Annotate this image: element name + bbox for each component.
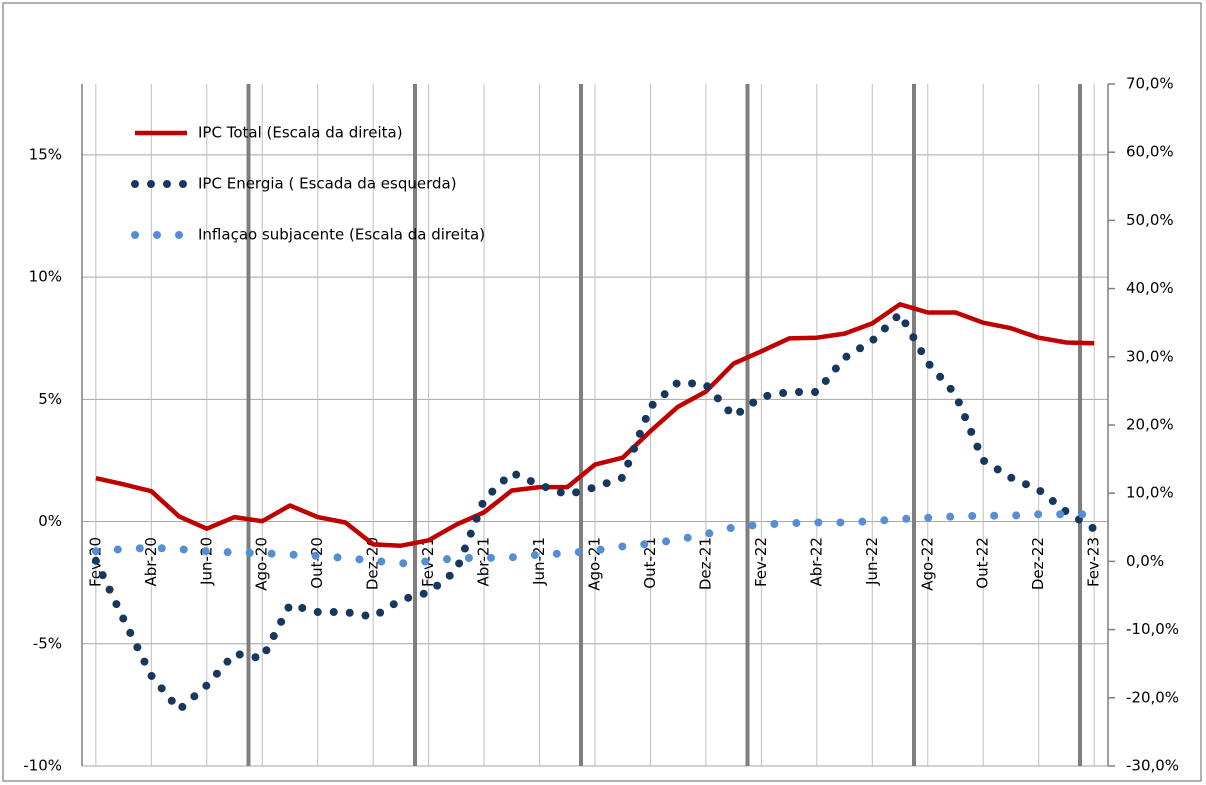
x-tick-label: Jun-20 xyxy=(197,537,215,586)
y-tick-label: 5% xyxy=(38,390,62,408)
y2-tick-label: 20,0% xyxy=(1126,416,1174,434)
y2-tick-label: 30,0% xyxy=(1126,347,1174,365)
y2-tick-label: 70,0% xyxy=(1126,75,1174,93)
x-tick-label: Dez-21 xyxy=(696,537,714,590)
x-tick-label: Abr-21 xyxy=(475,537,493,587)
x-tick-label: Out-20 xyxy=(308,537,326,589)
series-line xyxy=(91,510,1099,568)
y2-tick-label: -10,0% xyxy=(1126,620,1179,638)
x-tick-label: Out-21 xyxy=(641,537,659,589)
x-tick-label: Fev-22 xyxy=(752,537,770,587)
legend-label: IPC Total (Escala da direita) xyxy=(198,124,403,142)
y-tick-label: -10% xyxy=(23,757,62,775)
y2-tick-label: 60,0% xyxy=(1126,143,1174,161)
y2-tick-label: 0,0% xyxy=(1126,552,1164,570)
x-tick-label: Dez-22 xyxy=(1029,537,1047,590)
x-tick-label: Ago-22 xyxy=(918,537,936,591)
y2-tick-label: 50,0% xyxy=(1126,211,1174,229)
series-line xyxy=(91,307,1099,716)
y2-tick-label: 10,0% xyxy=(1126,484,1174,502)
y2-tick-label: 40,0% xyxy=(1126,279,1174,297)
x-tick-label: Jun-22 xyxy=(863,537,881,586)
series-line xyxy=(95,302,1095,548)
period-separators xyxy=(246,84,1082,766)
y2-tick-label: -20,0% xyxy=(1126,688,1179,706)
x-tick-label: Abr-22 xyxy=(807,537,825,587)
y-tick-label: 15% xyxy=(29,145,62,163)
x-tick-label: Fev-23 xyxy=(1085,537,1103,587)
legend-label: IPC Energia ( Escada da esquerda) xyxy=(198,175,457,193)
y-tick-label: 0% xyxy=(38,512,62,530)
x-tick-label: Ago-21 xyxy=(586,537,604,591)
x-tick-label: Jun-21 xyxy=(530,537,548,586)
legend-label: Inflaçao subjacente (Escala da direita) xyxy=(198,226,485,244)
x-tick-label: Out-22 xyxy=(974,537,992,589)
x-tick-label: Abr-20 xyxy=(142,537,160,587)
y-tick-label: 10% xyxy=(29,268,62,286)
x-tick-label: Dez-20 xyxy=(364,537,382,590)
x-tick-label: Ago-20 xyxy=(253,537,271,591)
y-tick-label: -5% xyxy=(33,634,62,652)
y2-tick-label: -30,0% xyxy=(1126,757,1179,775)
